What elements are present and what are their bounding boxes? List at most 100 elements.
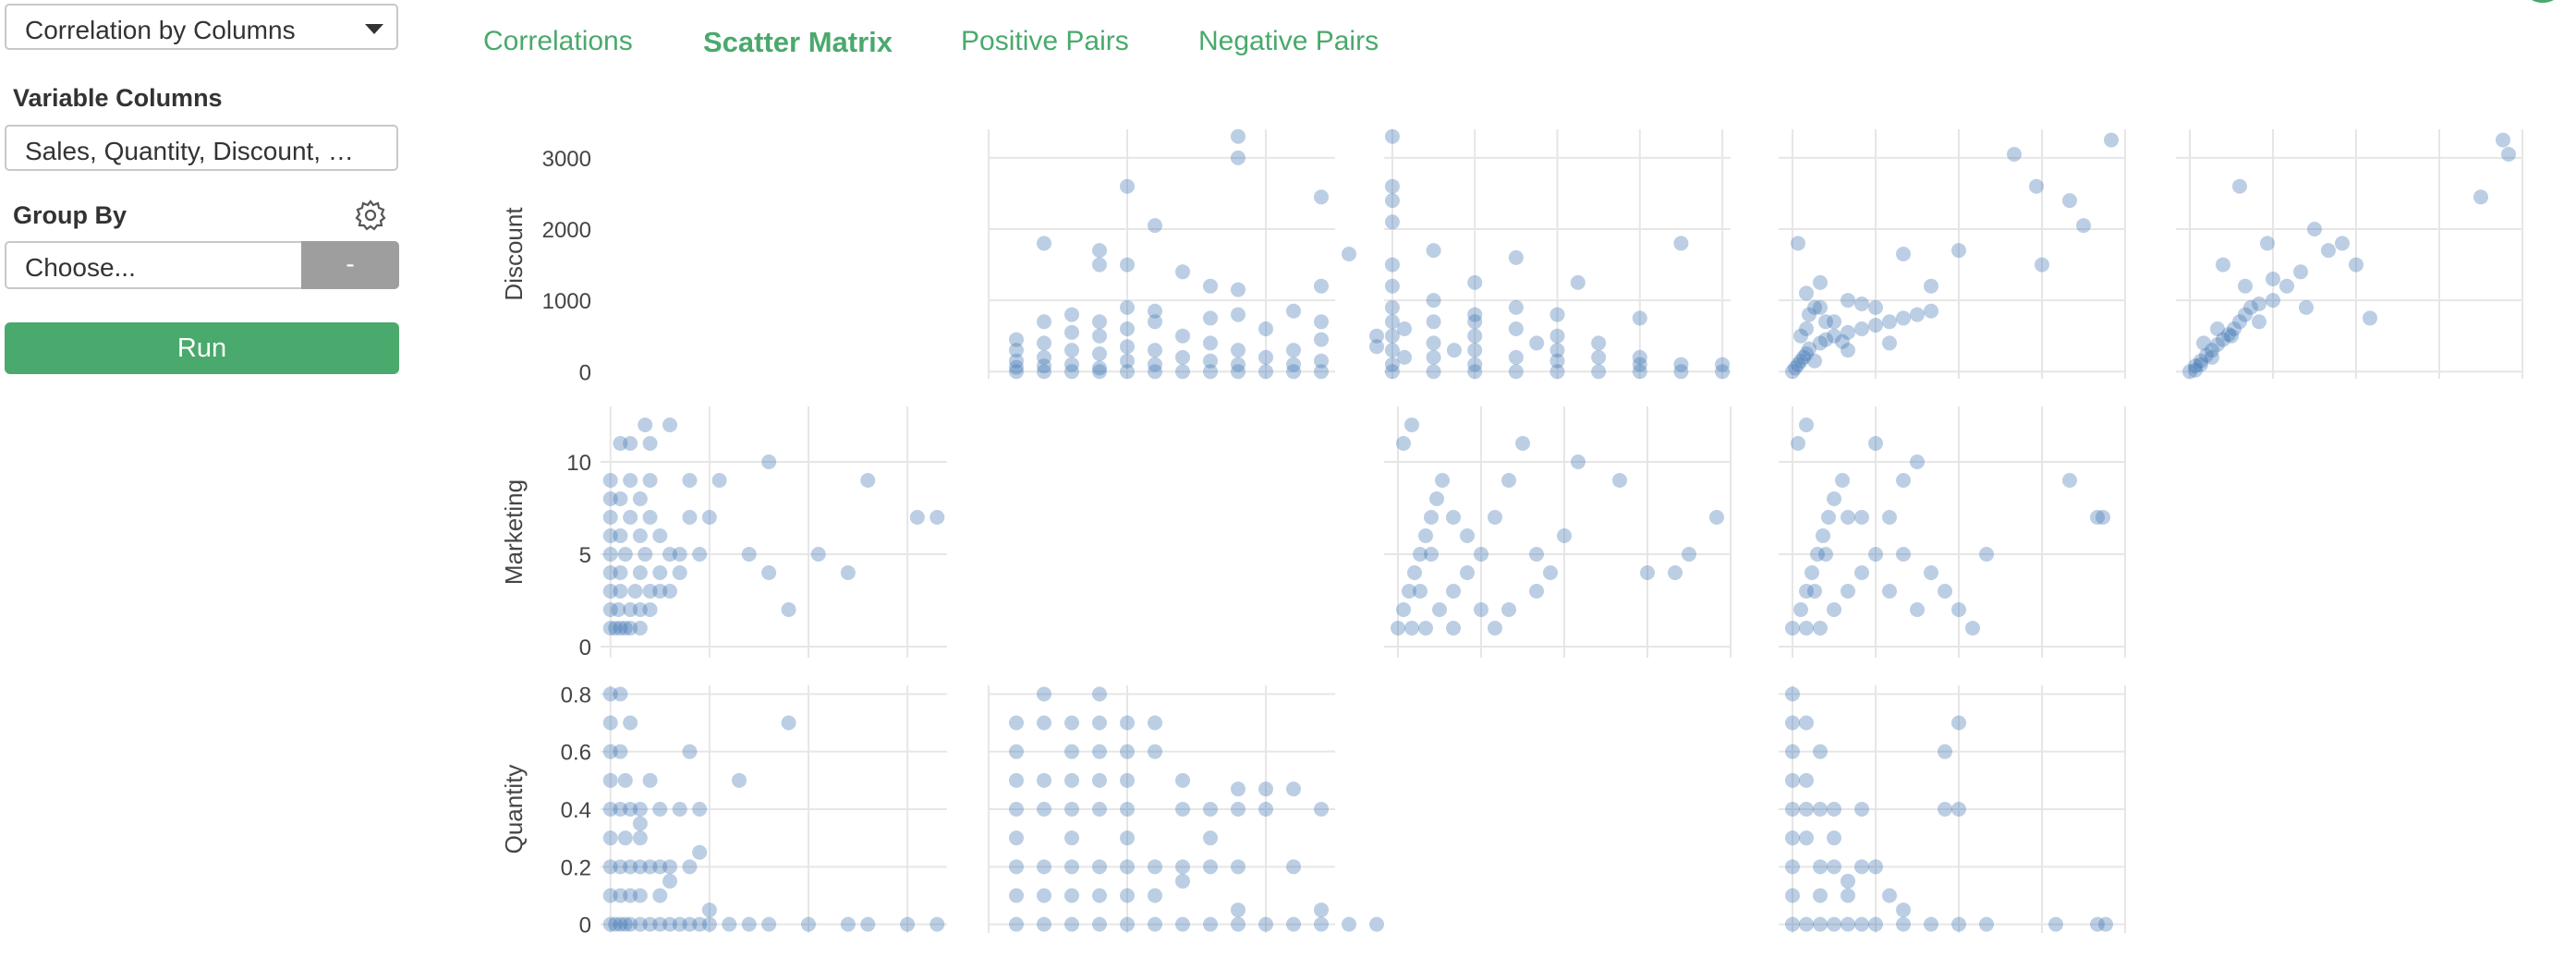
scatter-point [623, 916, 638, 932]
scatter-point [1785, 802, 1800, 817]
scatter-point [1785, 686, 1800, 702]
scatter-point [652, 916, 668, 932]
scatter-point [2252, 297, 2266, 311]
tab-negative-pairs[interactable]: Negative Pairs [1198, 26, 1379, 56]
scatter-point [1896, 916, 1911, 932]
y-tick-label: 0 [579, 636, 591, 660]
scatter-point [1037, 916, 1051, 932]
scatter-point [1286, 303, 1301, 319]
scatter-point [632, 859, 648, 875]
scatter-point [1910, 602, 1925, 617]
scatter-point [1827, 916, 1841, 932]
scatter-point [1529, 584, 1544, 599]
scatter-point [1910, 307, 1925, 322]
scatter-point [1009, 744, 1024, 759]
scatter-point [662, 859, 677, 875]
scatter-point [2098, 916, 2113, 932]
tab-correlations[interactable]: Correlations [483, 26, 633, 56]
scatter-point [1508, 364, 1524, 380]
scatter-point [1064, 830, 1079, 846]
scatter-point [1868, 299, 1883, 315]
scatter-point [1818, 547, 1833, 562]
scatter-point [1064, 772, 1079, 788]
scatter-point [1501, 602, 1516, 617]
scatter-point [1835, 333, 1850, 349]
tab-scatter-matrix[interactable]: Scatter Matrix [703, 26, 893, 58]
scatter-point [1175, 328, 1190, 344]
scatter-point [1813, 621, 1828, 636]
scatter-point [1868, 916, 1883, 932]
scatter-point [1286, 364, 1301, 380]
scatter-point [608, 621, 624, 636]
scatter-point [1037, 335, 1051, 351]
scatter-point [2321, 243, 2336, 259]
scatter-point [1384, 364, 1400, 380]
scatter-point [1896, 310, 1911, 326]
scatter-point [2199, 347, 2214, 363]
scatter-point [1924, 565, 1938, 580]
scatter-point [2193, 353, 2208, 369]
scatter-point [1037, 314, 1051, 330]
scatter-point [1148, 859, 1162, 875]
scatter-point [1064, 343, 1079, 358]
scatter-point [1841, 888, 1855, 903]
scatter-point [1418, 528, 1433, 543]
scatter-point [1807, 353, 1822, 369]
variable-columns-input[interactable]: Sales, Quantity, Discount, … [5, 125, 398, 171]
scatter-point [1148, 218, 1162, 234]
scatter-point [1092, 715, 1107, 731]
scatter-point [1120, 830, 1135, 846]
scatter-point [1543, 565, 1558, 580]
scatter-point [632, 830, 648, 846]
scatter-point [2062, 473, 2077, 488]
gear-icon[interactable] [354, 199, 387, 232]
scatter-point [611, 602, 626, 617]
scatter-point [1258, 916, 1273, 932]
row-label-quantity: Quantity [500, 765, 528, 854]
scatter-point [711, 473, 727, 488]
scatter-point [1474, 602, 1488, 617]
scatter-point [623, 602, 638, 617]
scatter-point [1467, 357, 1483, 372]
scatter-point [1037, 364, 1051, 380]
clear-group-by-button[interactable]: - [301, 241, 399, 289]
method-select[interactable]: Correlation by Columns [5, 4, 398, 50]
y-tick-label: 3000 [542, 147, 591, 172]
scatter-point [1796, 349, 1811, 365]
scatter-point [2260, 236, 2275, 251]
scatter-point [2335, 236, 2350, 251]
scatter-point [632, 621, 648, 636]
scatter-point [602, 473, 618, 488]
scatter-point [1384, 343, 1400, 358]
scatter-point [1413, 584, 1428, 599]
scatter-point [1203, 335, 1218, 351]
scatter-point [1882, 314, 1897, 330]
scatter-point [632, 888, 648, 903]
group-by-select[interactable]: Choose... [5, 241, 302, 289]
scatter-point [2252, 314, 2266, 330]
scatter-point [613, 744, 628, 759]
scatter-point [1854, 802, 1869, 817]
scatter-point [1397, 349, 1412, 365]
scatter-point [1896, 473, 1911, 488]
scatter-point [1429, 491, 1444, 506]
scatter-point [1258, 781, 1273, 797]
scatter-point [2210, 336, 2225, 352]
scatter-point [1508, 321, 1524, 336]
scatter-point [1384, 128, 1400, 144]
scatter-point [1791, 236, 1805, 251]
tab-positive-pairs[interactable]: Positive Pairs [961, 26, 1129, 56]
scatter-point [1549, 353, 1565, 369]
scatter-point [1799, 830, 1814, 846]
scatter-point [632, 565, 648, 580]
scatter-point [1231, 357, 1245, 372]
scatter-point [672, 565, 687, 580]
scatter-point [1396, 602, 1411, 617]
scatter-point [638, 418, 653, 432]
scatter-point [608, 916, 624, 932]
scatter-point [1148, 357, 1162, 372]
run-button[interactable]: Run [5, 322, 399, 374]
scatter-point [1785, 888, 1800, 903]
scatter-point [1868, 318, 1883, 333]
scatter-point [1384, 314, 1400, 330]
